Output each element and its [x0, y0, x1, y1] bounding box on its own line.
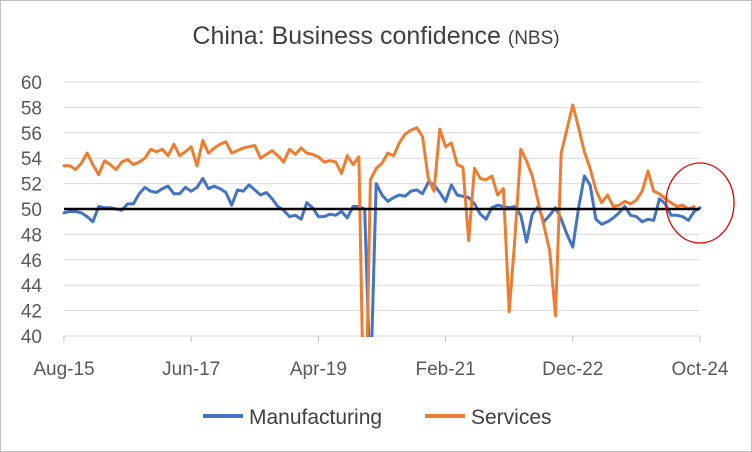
x-axis: Aug-15 Jun-17 Apr-19 Feb-21 Dec-22 Oct-24 — [33, 335, 729, 380]
y-tick-label: 46 — [21, 251, 42, 272]
legend: Manufacturing Services — [203, 406, 552, 429]
x-tick-label: Oct-24 — [671, 359, 728, 380]
y-tick-label: 44 — [21, 276, 43, 297]
chart-title-text: China: Business confidence — [192, 22, 501, 50]
legend-label-manufacturing: Manufacturing — [249, 406, 382, 429]
chart-title-unit: (NBS) — [507, 28, 560, 49]
x-tick-label: Feb-21 — [415, 359, 475, 380]
y-tick-label: 56 — [21, 124, 42, 145]
x-tick-label: Aug-15 — [33, 359, 94, 380]
y-tick-label: 50 — [21, 200, 42, 221]
chart-title: China: Business confidence (NBS) — [0, 22, 752, 51]
y-tick-label: 42 — [21, 302, 42, 323]
y-tick-label: 48 — [21, 225, 42, 246]
y-tick-label: 54 — [21, 149, 43, 170]
y-tick-label: 60 — [21, 73, 42, 94]
y-tick-label: 40 — [21, 327, 42, 348]
gridlines — [64, 81, 700, 337]
x-tick-label: Dec-22 — [542, 359, 603, 380]
y-axis: 40 42 44 46 48 50 52 54 56 58 60 — [21, 73, 43, 348]
x-tick-label: Apr-19 — [290, 359, 347, 380]
legend-label-services: Services — [471, 406, 552, 429]
y-tick-label: 52 — [21, 175, 42, 196]
x-tick-label: Jun-17 — [162, 359, 220, 380]
series-line-services — [62, 103, 696, 337]
series-layer — [62, 103, 702, 337]
highlight-ellipse — [665, 162, 735, 244]
y-tick-label: 58 — [21, 98, 42, 119]
